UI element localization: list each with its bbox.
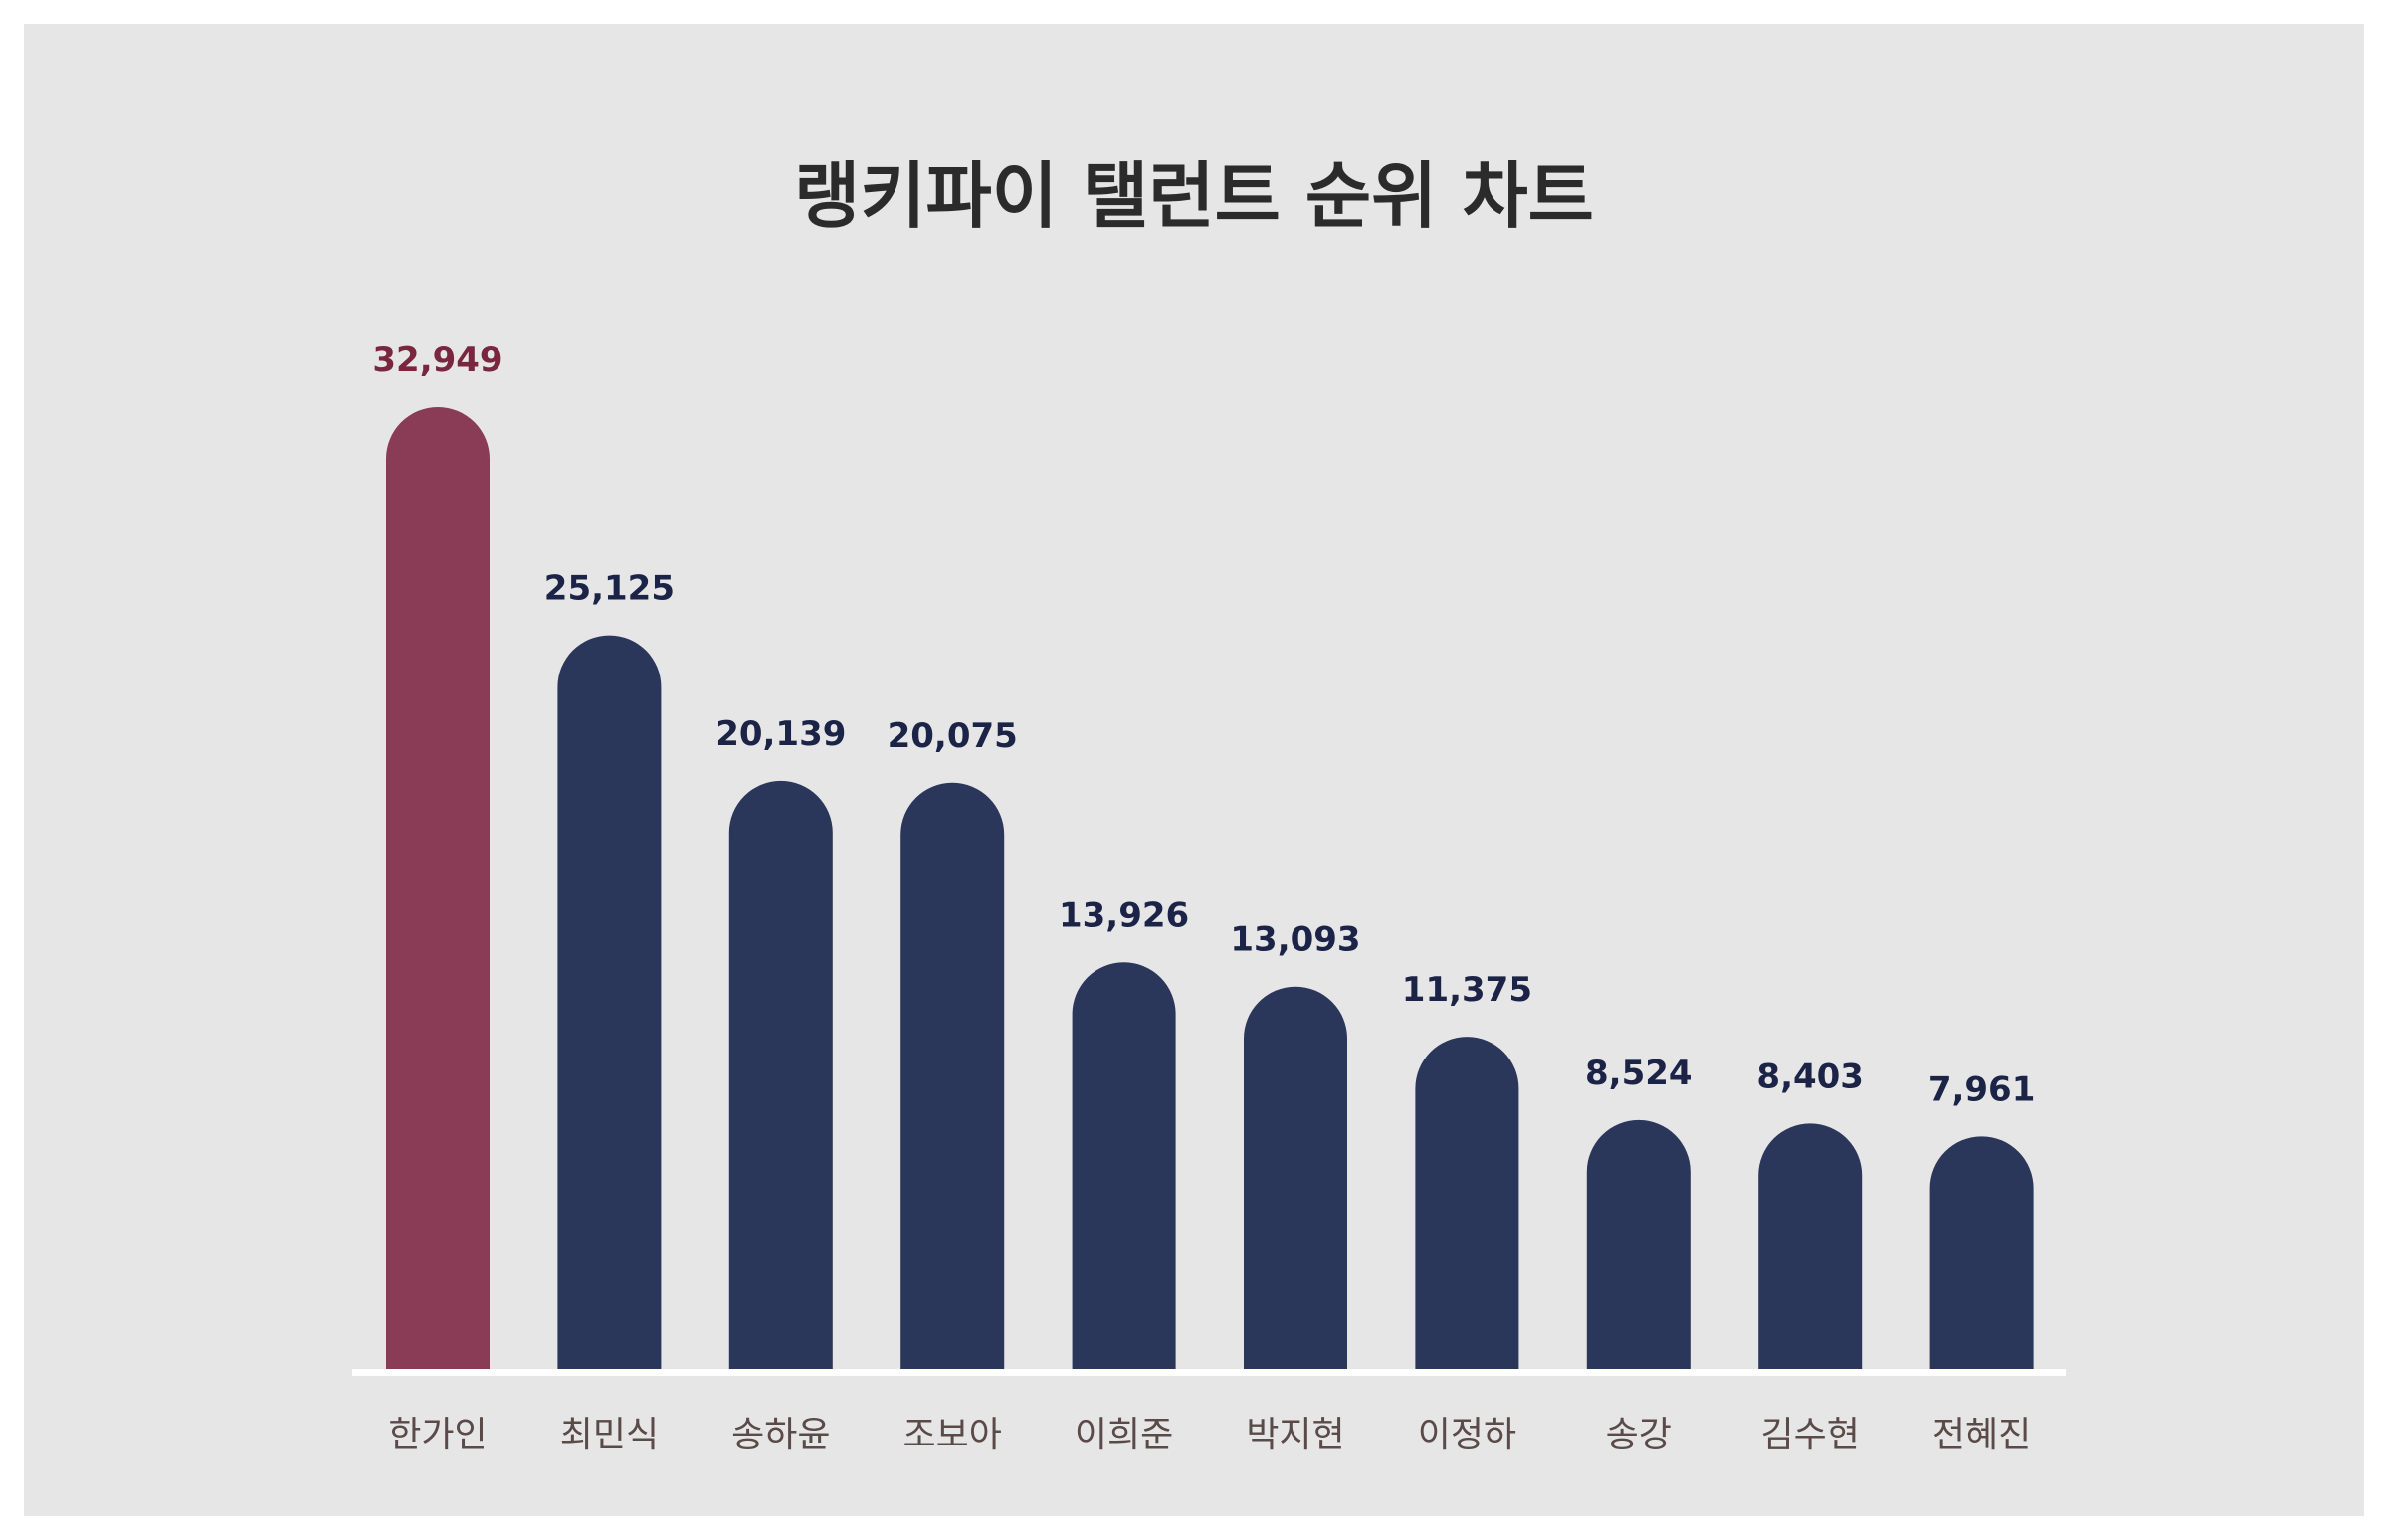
value-label-9: 8,403 xyxy=(1756,1057,1864,1096)
value-label-5: 13,926 xyxy=(1059,895,1189,935)
bar-4 xyxy=(900,782,1005,1369)
category-label-4: 조보아 xyxy=(903,1415,1002,1455)
value-label-1: 32,949 xyxy=(372,340,502,380)
category-label-8: 송강 xyxy=(1606,1415,1672,1455)
bar-10 xyxy=(1929,1136,2034,1369)
category-label-9: 김수현 xyxy=(1761,1415,1860,1455)
value-label-8: 8,524 xyxy=(1585,1054,1692,1093)
value-labels-group: 32,949 25,125 20,139 20,075 13,926 13,093 11,3… xyxy=(372,340,2035,1109)
bar-9 xyxy=(1758,1123,1863,1369)
value-label-10: 7,961 xyxy=(1928,1069,2036,1109)
bar-5 xyxy=(1072,962,1176,1369)
bar-2 xyxy=(557,635,662,1369)
bar-3 xyxy=(728,780,833,1369)
category-labels-group: 한가인 최민식 송하윤 조보아 이희준 박지현 이정하 송강 김수현 전혜진 xyxy=(388,1415,2031,1455)
value-label-3: 20,139 xyxy=(715,714,846,754)
bar-6 xyxy=(1244,986,1347,1369)
value-label-4: 20,075 xyxy=(888,716,1018,756)
value-label-7: 11,375 xyxy=(1402,970,1532,1010)
value-label-6: 13,093 xyxy=(1230,920,1360,960)
bars-group xyxy=(386,406,2034,1369)
category-label-7: 이정하 xyxy=(1418,1415,1516,1455)
value-label-2: 25,125 xyxy=(544,569,675,609)
category-label-5: 이희준 xyxy=(1075,1415,1173,1455)
category-label-6: 박지현 xyxy=(1246,1415,1344,1455)
category-label-3: 송하윤 xyxy=(731,1415,830,1455)
bar-1 xyxy=(386,406,490,1369)
bar-8 xyxy=(1586,1119,1691,1369)
baseline xyxy=(352,1369,2066,1376)
category-label-1: 한가인 xyxy=(388,1415,487,1455)
category-label-10: 전혜진 xyxy=(1932,1415,2031,1455)
bar-7 xyxy=(1415,1037,1519,1369)
chart-title: 랭키파이 탤런트 순위 차트 xyxy=(794,154,1594,238)
category-label-2: 최민식 xyxy=(560,1415,659,1455)
